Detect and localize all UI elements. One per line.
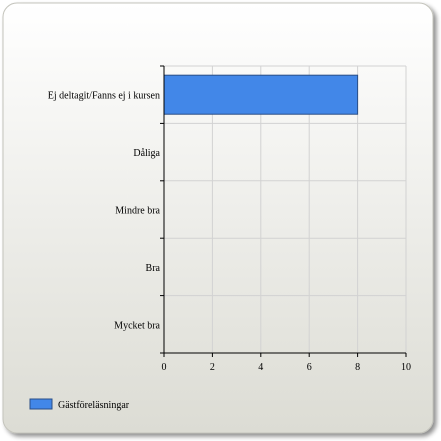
legend-label: Gästföreläsningar <box>58 400 130 411</box>
x-tick-label: 6 <box>307 362 312 373</box>
bar <box>163 74 359 115</box>
x-tick-label: 8 <box>355 362 360 373</box>
x-tick-label: 0 <box>162 362 167 373</box>
x-tick-label: 10 <box>401 362 411 373</box>
category-label: Dåliga <box>133 148 160 159</box>
category-label: Mindre bra <box>115 206 160 217</box>
category-label: Bra <box>146 263 161 274</box>
category-label: Ej deltagit/Fanns ej i kursen <box>48 91 160 102</box>
bar-series <box>163 74 359 115</box>
x-tick-label: 2 <box>210 362 215 373</box>
legend: Gästföreläsningar <box>29 398 130 411</box>
category-labels: Ej deltagit/Fanns ej i kursen Dåliga Mindr… <box>48 91 161 332</box>
x-tick-labels: 0 2 4 6 8 10 <box>162 362 412 373</box>
category-label: Mycket bra <box>114 320 160 331</box>
axes <box>160 65 407 357</box>
legend-swatch <box>29 398 53 410</box>
x-tick-label: 4 <box>258 362 263 373</box>
panel-background <box>2 2 434 434</box>
